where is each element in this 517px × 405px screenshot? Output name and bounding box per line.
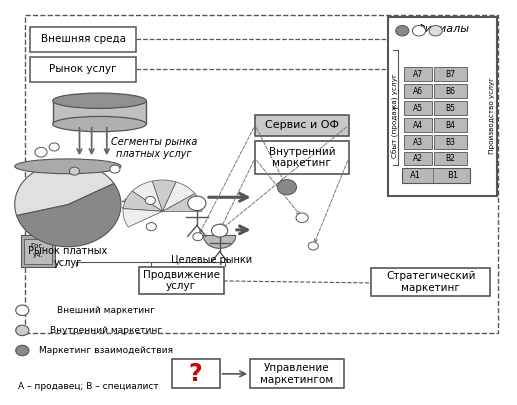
FancyBboxPatch shape — [250, 359, 344, 388]
Text: A6: A6 — [413, 87, 423, 96]
Circle shape — [396, 26, 409, 36]
Text: Гос.: Гос. — [31, 243, 45, 249]
FancyBboxPatch shape — [404, 67, 432, 81]
Text: Сегменты рынка
платных услуг: Сегменты рынка платных услуг — [111, 137, 197, 159]
Ellipse shape — [53, 116, 146, 132]
FancyBboxPatch shape — [30, 57, 136, 82]
Circle shape — [188, 196, 206, 211]
FancyBboxPatch shape — [24, 239, 52, 264]
Text: ?: ? — [189, 362, 203, 386]
Text: A1: A1 — [410, 171, 421, 180]
Wedge shape — [132, 181, 162, 211]
Text: уч.: уч. — [33, 252, 43, 258]
Text: Внешняя среда: Внешняя среда — [40, 34, 126, 44]
FancyBboxPatch shape — [21, 235, 55, 267]
Circle shape — [35, 147, 47, 157]
Text: Филиалы: Филиалы — [416, 24, 469, 34]
Text: Стратегический
маркетинг: Стратегический маркетинг — [386, 271, 476, 293]
Circle shape — [296, 213, 308, 223]
Text: Управление
маркетингом: Управление маркетингом — [260, 363, 333, 385]
Text: A4: A4 — [413, 121, 423, 130]
FancyBboxPatch shape — [434, 151, 467, 166]
Circle shape — [193, 232, 203, 241]
FancyBboxPatch shape — [404, 101, 432, 115]
Wedge shape — [14, 162, 114, 215]
FancyBboxPatch shape — [404, 84, 432, 98]
FancyBboxPatch shape — [434, 67, 467, 81]
Circle shape — [277, 179, 297, 195]
Ellipse shape — [53, 93, 146, 109]
Text: B1: B1 — [447, 171, 458, 180]
FancyBboxPatch shape — [404, 118, 432, 132]
Circle shape — [146, 223, 156, 231]
Text: A3: A3 — [413, 138, 423, 147]
Text: Внутренний
маркетинг: Внутренний маркетинг — [268, 147, 335, 168]
FancyBboxPatch shape — [404, 151, 432, 166]
FancyBboxPatch shape — [434, 84, 467, 98]
Wedge shape — [17, 183, 121, 247]
Circle shape — [16, 325, 29, 336]
Text: A5: A5 — [413, 104, 423, 113]
FancyBboxPatch shape — [371, 269, 490, 296]
Text: A7: A7 — [413, 70, 423, 79]
Text: B5: B5 — [446, 104, 455, 113]
FancyBboxPatch shape — [434, 118, 467, 132]
Circle shape — [110, 165, 120, 173]
FancyBboxPatch shape — [434, 135, 467, 149]
FancyBboxPatch shape — [434, 101, 467, 115]
Circle shape — [16, 345, 29, 356]
Text: Целевые рынки: Целевые рынки — [172, 255, 253, 264]
FancyBboxPatch shape — [255, 115, 348, 136]
Wedge shape — [162, 182, 195, 211]
FancyBboxPatch shape — [53, 101, 146, 124]
Wedge shape — [123, 191, 162, 211]
Text: А – продавец; В – специалист: А – продавец; В – специалист — [18, 382, 158, 391]
Text: B6: B6 — [446, 87, 455, 96]
Wedge shape — [123, 209, 162, 227]
Wedge shape — [203, 235, 236, 248]
FancyBboxPatch shape — [402, 168, 469, 183]
Text: Рынок услуг: Рынок услуг — [49, 64, 117, 75]
Text: B3: B3 — [446, 138, 455, 147]
Text: Производство услуг: Производство услуг — [489, 77, 495, 154]
FancyBboxPatch shape — [172, 359, 220, 388]
Text: Сервис и ОФ: Сервис и ОФ — [265, 120, 339, 130]
Text: Продвижение
услуг: Продвижение услуг — [143, 270, 220, 291]
Text: B4: B4 — [446, 121, 455, 130]
Circle shape — [69, 167, 80, 175]
Text: Сбыт (продажа) услуг: Сбыт (продажа) услуг — [392, 74, 399, 158]
Text: B2: B2 — [446, 154, 455, 164]
Circle shape — [145, 196, 156, 205]
Wedge shape — [162, 193, 202, 211]
Text: Внутренний маркетинг: Внутренний маркетинг — [50, 326, 162, 335]
Text: Рынок платных
услуг: Рынок платных услуг — [28, 246, 108, 268]
Circle shape — [308, 242, 318, 250]
FancyBboxPatch shape — [30, 27, 136, 52]
Ellipse shape — [14, 159, 121, 174]
Circle shape — [413, 26, 425, 36]
Text: B7: B7 — [446, 70, 455, 79]
Circle shape — [16, 305, 29, 315]
Text: A2: A2 — [413, 154, 423, 164]
FancyBboxPatch shape — [388, 17, 497, 196]
FancyBboxPatch shape — [255, 141, 348, 173]
Circle shape — [429, 26, 442, 36]
FancyBboxPatch shape — [139, 267, 224, 294]
Circle shape — [211, 224, 227, 237]
Text: Маркетинг взаимодействия: Маркетинг взаимодействия — [39, 346, 173, 355]
FancyBboxPatch shape — [404, 135, 432, 149]
Wedge shape — [152, 180, 176, 211]
Text: Внешний маркетинг: Внешний маркетинг — [57, 306, 155, 315]
Circle shape — [49, 143, 59, 151]
